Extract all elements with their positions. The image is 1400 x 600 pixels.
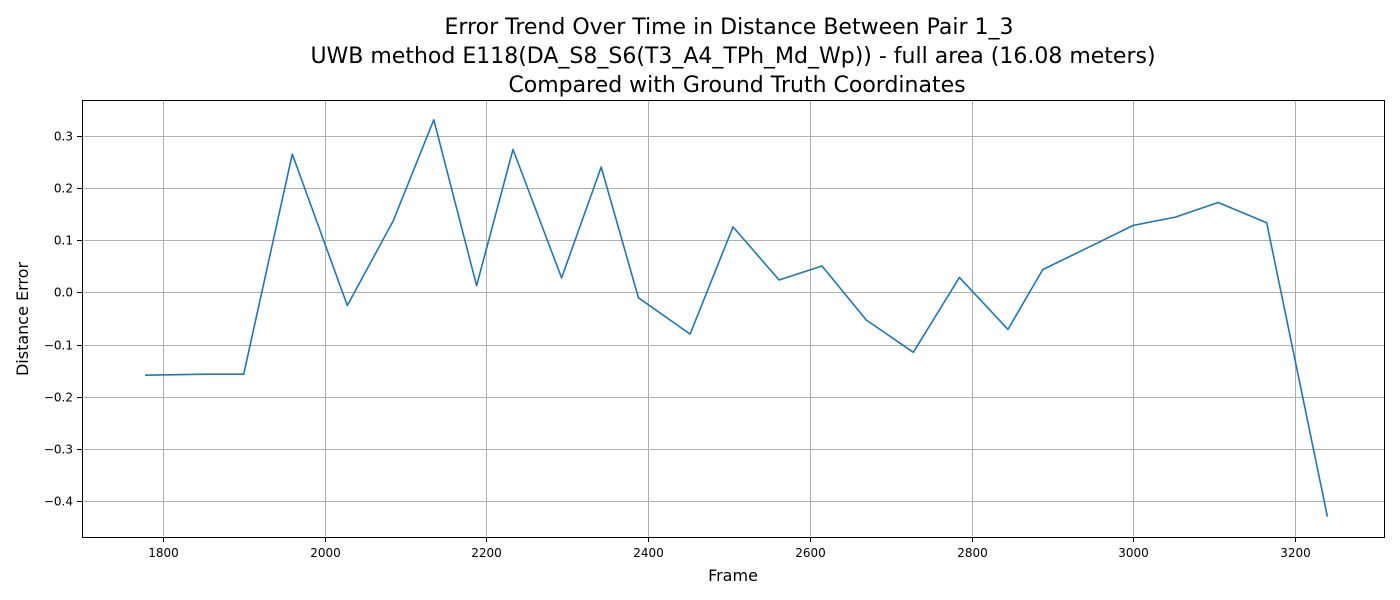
data-point [207, 373, 209, 375]
data-point [732, 226, 734, 228]
data-point [1327, 516, 1329, 518]
y-axis-ticks: −0.4 −0.3 −0.2 −0.1 0.0 0.1 0.2 0.3 [44, 130, 82, 509]
data-point [433, 119, 435, 121]
data-point [1175, 216, 1177, 218]
data-point [913, 352, 915, 354]
y-tick-label: 0.2 [54, 182, 73, 196]
x-tick-label: 1800 [148, 546, 179, 560]
x-tick-label: 2600 [795, 546, 826, 560]
data-point [1133, 225, 1135, 227]
data-point [638, 297, 640, 299]
x-tick-label: 3200 [1280, 546, 1311, 560]
y-tick-label: −0.3 [44, 443, 73, 457]
data-point [689, 333, 691, 335]
data-point [347, 305, 349, 307]
x-axis-ticks: 1800 2000 2200 2400 2600 2800 3000 3200 [148, 537, 1311, 560]
x-tick-label: 2800 [957, 546, 988, 560]
y-axis-label: Distance Error [13, 262, 32, 376]
title-line-2: UWB method E118(DA_S8_S6(T3_A4_TPh_Md_Wp… [310, 44, 1155, 69]
data-point [243, 373, 245, 375]
data-point [600, 166, 602, 168]
title-line-1: Error Trend Over Time in Distance Betwee… [445, 15, 1014, 40]
x-tick-label: 2000 [310, 546, 341, 560]
x-axis-label: Frame [708, 566, 758, 585]
data-point [292, 153, 294, 155]
x-tick-label: 2400 [633, 546, 664, 560]
data-point [1266, 222, 1268, 224]
chart-title: Error Trend Over Time in Distance Betwee… [310, 15, 1155, 98]
data-point [476, 285, 478, 287]
data-point [866, 319, 868, 321]
data-point [561, 277, 563, 279]
data-point [778, 279, 780, 281]
data-point [144, 374, 146, 376]
x-tick-label: 2200 [471, 546, 502, 560]
data-point [1042, 269, 1044, 271]
data-point [821, 265, 823, 267]
data-point [393, 220, 395, 222]
series-line [145, 119, 1329, 517]
data-point [1088, 246, 1090, 248]
series-layer [144, 119, 1329, 518]
y-tick-label: 0.0 [54, 286, 73, 300]
y-tick-label: 0.1 [54, 234, 73, 248]
title-line-3: Compared with Ground Truth Coordinates [508, 73, 965, 98]
plot-frame [82, 100, 1385, 538]
y-tick-label: −0.1 [44, 339, 73, 353]
data-point [959, 277, 961, 279]
data-point [1007, 329, 1009, 331]
y-tick-label: −0.4 [44, 495, 73, 509]
data-point [1217, 202, 1219, 204]
grid [82, 100, 1384, 537]
y-tick-label: −0.2 [44, 391, 73, 405]
data-point [512, 149, 514, 151]
x-tick-label: 3000 [1118, 546, 1149, 560]
y-tick-label: 0.3 [54, 130, 73, 144]
